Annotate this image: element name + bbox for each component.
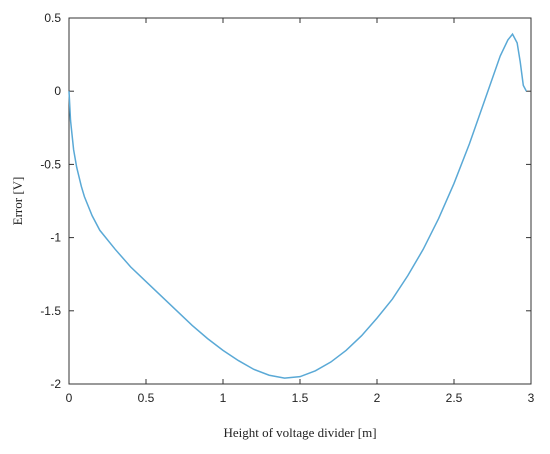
y-tick-label: -0.5	[40, 157, 61, 171]
x-tick-label: 0	[66, 391, 73, 405]
y-tick-label: 0.5	[44, 11, 61, 25]
y-axis-label: Error [V]	[10, 177, 25, 226]
x-tick-label: 2	[374, 391, 381, 405]
x-tick-label: 1.5	[292, 391, 309, 405]
y-tick-label: -1	[50, 231, 61, 245]
plot-frame	[68, 17, 532, 385]
x-tick-label: 0.5	[138, 391, 155, 405]
x-tick-label: 1	[220, 391, 227, 405]
x-axis-label: Height of voltage divider [m]	[223, 425, 376, 440]
y-tick-label: -1.5	[40, 304, 61, 318]
data-line	[68, 32, 528, 379]
y-tick-label: 0	[54, 84, 61, 98]
x-tick-label: 2.5	[446, 391, 463, 405]
x-tick-label: 3	[528, 391, 535, 405]
y-tick-label: -2	[50, 377, 61, 391]
